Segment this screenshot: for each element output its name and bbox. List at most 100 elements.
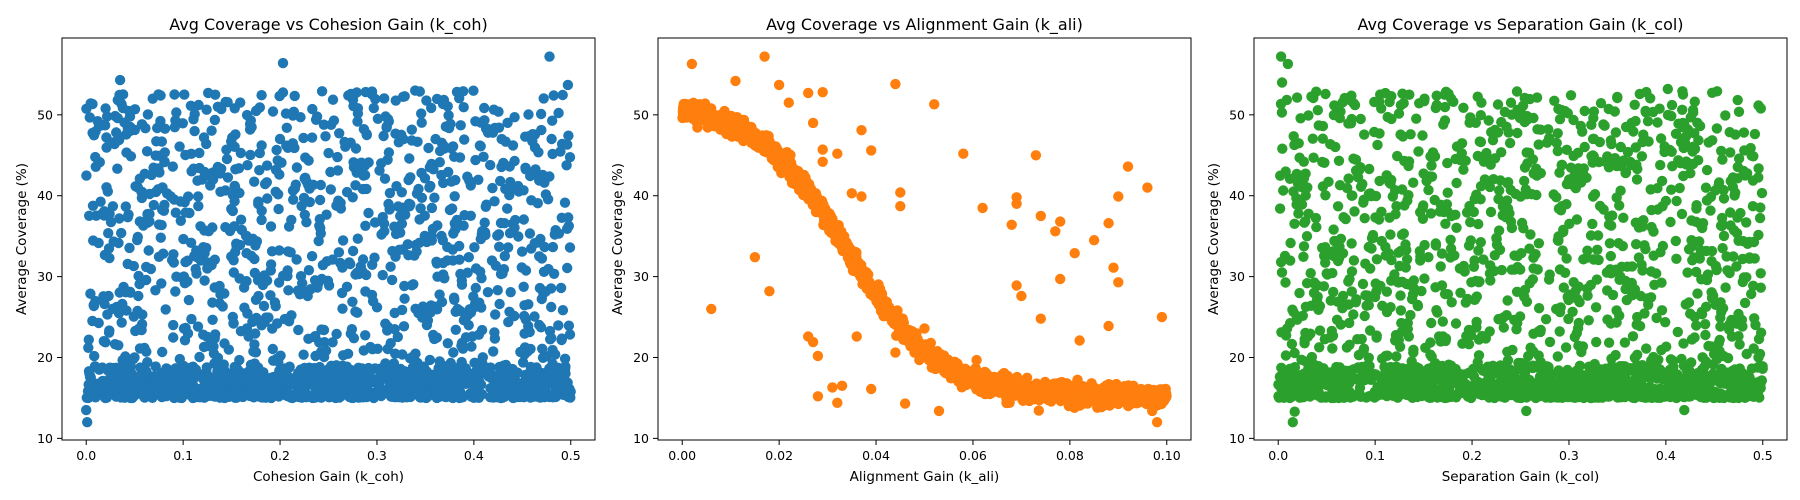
scatter-point <box>404 153 415 164</box>
scatter-point <box>1506 109 1518 120</box>
scatter-point <box>175 196 186 207</box>
scatter-point <box>1366 232 1378 244</box>
scatter-point <box>261 160 273 171</box>
scatter-point <box>82 417 93 428</box>
scatter-point <box>117 102 129 114</box>
scatter-point <box>136 119 148 130</box>
scatter-point <box>265 259 277 270</box>
scatter-point <box>183 294 195 306</box>
scatter-point <box>337 303 348 314</box>
scatter-point <box>1615 141 1627 153</box>
scatter-point <box>286 214 297 226</box>
scatter-point <box>492 230 503 241</box>
scatter-point <box>539 241 550 253</box>
scatter-point <box>298 192 310 204</box>
y-tick-label: 40 <box>37 188 53 203</box>
scatter-point <box>265 221 277 232</box>
scatter-point <box>1076 388 1087 400</box>
scatter-point <box>831 233 843 244</box>
scatter-point <box>93 121 105 132</box>
scatter-point <box>192 191 204 202</box>
scatter-point <box>438 94 450 106</box>
scatter-point <box>1733 235 1744 246</box>
scatter-point <box>179 278 191 289</box>
scatter-point <box>201 138 212 150</box>
scatter-point <box>1011 192 1022 203</box>
scatter-point <box>155 90 166 101</box>
scatter-point <box>428 329 439 341</box>
scatter-point <box>691 115 702 127</box>
scatter-point <box>244 124 256 135</box>
scatter-point <box>310 350 321 362</box>
scatter-point <box>384 187 396 199</box>
scatter-point <box>537 169 548 181</box>
scatter-point <box>847 251 858 262</box>
scatter-point <box>287 110 299 121</box>
scatter-point <box>516 246 528 257</box>
scatter-point <box>283 285 294 296</box>
scatter-point <box>289 90 300 102</box>
x-tick-label: 0.0 <box>76 448 96 463</box>
scatter-point <box>259 387 270 398</box>
scatter-point <box>134 343 146 354</box>
scatter-point <box>298 132 309 144</box>
scatter-point <box>241 248 252 259</box>
scatter-point <box>368 102 379 114</box>
scatter-point <box>199 275 210 286</box>
scatter-point <box>562 139 573 150</box>
scatter-point <box>364 374 375 385</box>
scatter-point <box>156 219 167 231</box>
scatter-point <box>282 371 293 382</box>
scatter-point <box>488 104 500 115</box>
scatter-point <box>498 157 509 169</box>
scatter-point <box>221 153 233 165</box>
scatter-point <box>387 371 398 383</box>
scatter-point <box>1346 190 1357 201</box>
scatter-point <box>468 85 479 96</box>
scatter-point <box>907 334 919 345</box>
scatter-point <box>817 87 828 98</box>
scatter-point <box>1645 93 1656 104</box>
scatter-point <box>442 338 453 349</box>
scatter-point <box>400 209 411 220</box>
scatter-point <box>380 318 391 329</box>
scatter-point <box>100 103 111 114</box>
scatter-point <box>529 238 540 249</box>
scatter-point <box>194 147 205 159</box>
scatter-point <box>318 351 330 363</box>
y-tick-label: 10 <box>37 431 53 446</box>
scatter-point <box>550 386 561 398</box>
scatter-point <box>1543 124 1554 135</box>
scatter-point <box>337 235 349 246</box>
scatter-point <box>155 115 166 127</box>
scatter-point <box>295 271 307 282</box>
scatter-point <box>193 99 204 111</box>
scatter-point <box>378 130 389 142</box>
scatter-points <box>1273 51 1768 428</box>
scatter-point <box>117 298 128 310</box>
scatter-point <box>807 199 818 211</box>
scatter-point <box>85 288 96 299</box>
scatter-point <box>371 302 383 313</box>
scatter-point <box>81 103 92 115</box>
scatter-point <box>1294 287 1305 299</box>
scatter-point <box>533 147 544 158</box>
scatter-point <box>113 130 124 142</box>
scatter-point <box>513 231 524 242</box>
scatter-point <box>344 257 355 268</box>
scatter-point <box>367 344 378 355</box>
scatter-point <box>450 306 461 317</box>
scatter-point <box>316 86 328 97</box>
scatter-point <box>228 318 239 329</box>
scatter-point <box>1689 96 1701 107</box>
scatter-point <box>124 242 135 254</box>
scatter-point <box>396 304 408 316</box>
scatter-point <box>84 367 95 378</box>
scatter-point <box>419 210 430 221</box>
scatter-point <box>706 303 717 315</box>
scatter-point <box>210 329 221 340</box>
scatter-point <box>1333 155 1345 166</box>
scatter-point <box>529 311 540 322</box>
scatter-point <box>212 364 223 376</box>
scatter-point <box>405 199 416 210</box>
